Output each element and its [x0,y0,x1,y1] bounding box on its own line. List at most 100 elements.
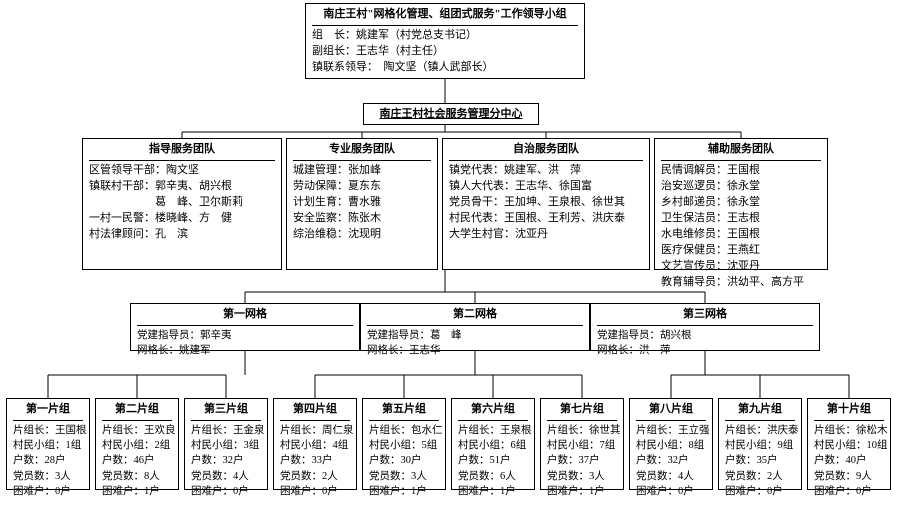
grid-row: 网格长：姚建军 [137,343,353,358]
team-row: 党员骨干：王加坤、王泉根、徐世其 [449,195,643,211]
group-title: 第三片组 [191,402,261,421]
group-row: 村民小组：5组 [369,438,439,453]
team-row: 安全监察：陈张木 [293,211,431,227]
group-title: 第十片组 [814,402,884,421]
group-box-2: 第三片组片组长：王金泉村民小组：3组户数：32户党员数：4人困难户：0户 [184,398,268,490]
group-row: 困难户：1户 [102,484,172,499]
team-title: 专业服务团队 [293,142,431,161]
team-row: 镇人大代表：王志华、徐国富 [449,179,643,195]
group-box-7: 第八片组片组长：王立强村民小组：8组户数：32户党员数：4人困难户：0户 [629,398,713,490]
group-box-3: 第四片组片组长：周仁泉村民小组：4组户数：33户党员数：2人困难户：0户 [273,398,357,490]
group-row: 片组长：徐松木 [814,423,884,438]
team-row: 镇党代表：姚建军、洪 萍 [449,163,643,179]
group-box-8: 第九片组片组长：洪庆泰村民小组：9组户数：35户党员数：2人困难户：0户 [718,398,802,490]
group-row: 村民小组：10组 [814,438,884,453]
team-row: 大学生村官：沈亚丹 [449,227,643,243]
team-row: 劳动保障：夏东东 [293,179,431,195]
group-title: 第四片组 [280,402,350,421]
group-row: 党员数：3人 [369,469,439,484]
team-row: 区管领导干部：陶文坚 [89,163,275,179]
group-row: 困难户：1户 [458,484,528,499]
group-row: 党员数：9人 [814,469,884,484]
grid-box-1: 第二网格党建指导员：葛 峰网格长：王志华 [360,303,590,351]
group-row: 困难户：1户 [547,484,617,499]
group-title: 第九片组 [725,402,795,421]
team-row: 综治维稳：沈现明 [293,227,431,243]
grid-row: 党建指导员：郭辛夷 [137,328,353,343]
team-row: 医疗保健员：王燕红 [661,243,821,259]
group-row: 片组长：徐世其 [547,423,617,438]
team-row: 镇联村干部：郭辛夷、胡兴根 [89,179,275,195]
team-title: 指导服务团队 [89,142,275,161]
group-row: 村民小组：7组 [547,438,617,453]
group-row: 村民小组：3组 [191,438,261,453]
group-title: 第八片组 [636,402,706,421]
group-box-4: 第五片组片组长：包水仁村民小组：5组户数：30户党员数：3人困难户：1户 [362,398,446,490]
grid-title: 第一网格 [137,307,353,326]
group-row: 党员数：8人 [102,469,172,484]
group-row: 片组长：王泉根 [458,423,528,438]
group-box-6: 第七片组片组长：徐世其村民小组：7组户数：37户党员数：3人困难户：1户 [540,398,624,490]
group-box-5: 第六片组片组长：王泉根村民小组：6组户数：51户党员数：6人困难户：1户 [451,398,535,490]
leadership-row: 镇联系领导： 陶文坚（镇人武部长） [312,60,578,76]
group-row: 党员数：2人 [725,469,795,484]
group-row: 片组长：洪庆泰 [725,423,795,438]
group-row: 困难户：0户 [814,484,884,499]
group-title: 第五片组 [369,402,439,421]
grid-title: 第二网格 [367,307,583,326]
team-box-3: 辅助服务团队民情调解员：王国根治安巡逻员：徐永堂乡村邮递员：徐永堂卫生保洁员：王… [654,138,828,270]
group-box-9: 第十片组片组长：徐松木村民小组：10组户数：40户党员数：9人困难户：0户 [807,398,891,490]
team-row: 教育辅导员：洪幼平、高方平 [661,275,821,291]
grid-box-0: 第一网格党建指导员：郭辛夷网格长：姚建军 [130,303,360,351]
group-row: 村民小组：2组 [102,438,172,453]
grid-row: 党建指导员：葛 峰 [367,328,583,343]
team-row: 一村一民警：楼晓峰、方 健 [89,211,275,227]
group-row: 户数：32户 [636,453,706,468]
group-row: 党员数：2人 [280,469,350,484]
group-row: 村民小组：1组 [13,438,83,453]
leadership-row: 副组长：王志华（村主任） [312,44,578,60]
group-row: 党员数：6人 [458,469,528,484]
group-title: 第一片组 [13,402,83,421]
group-row: 片组长：王立强 [636,423,706,438]
group-row: 户数：37户 [547,453,617,468]
team-row: 卫生保洁员：王志根 [661,211,821,227]
group-row: 户数：33户 [280,453,350,468]
team-row: 民情调解员：王国根 [661,163,821,179]
group-row: 村民小组：6组 [458,438,528,453]
group-row: 困难户：0户 [280,484,350,499]
group-row: 困难户：1户 [369,484,439,499]
group-row: 户数：40户 [814,453,884,468]
group-row: 困难户：0户 [725,484,795,499]
grid-row: 党建指导员：胡兴根 [597,328,813,343]
team-row: 村民代表：王国根、王利芳、洪庆泰 [449,211,643,227]
group-row: 村民小组：8组 [636,438,706,453]
group-row: 党员数：3人 [547,469,617,484]
group-row: 户数：46户 [102,453,172,468]
grid-row: 网格长：洪 萍 [597,343,813,358]
team-title: 自治服务团队 [449,142,643,161]
leadership-title: 南庄王村"网格化管理、组团式服务"工作领导小组 [312,7,578,26]
grid-title: 第三网格 [597,307,813,326]
team-row: 村法律顾问：孔 滨 [89,227,275,243]
group-title: 第七片组 [547,402,617,421]
group-box-1: 第二片组片组长：王欢良村民小组：2组户数：46户党员数：8人困难户：1户 [95,398,179,490]
team-box-0: 指导服务团队区管领导干部：陶文坚镇联村干部：郭辛夷、胡兴根 葛 峰、卫尔斯莉一村… [82,138,282,270]
team-row: 计划生育：曹水雅 [293,195,431,211]
team-row: 治安巡逻员：徐永堂 [661,179,821,195]
team-box-1: 专业服务团队城建管理：张加峰劳动保障：夏东东计划生育：曹水雅安全监察：陈张木综治… [286,138,438,270]
team-row: 乡村邮递员：徐永堂 [661,195,821,211]
group-row: 户数：32户 [191,453,261,468]
group-row: 片组长：王欢良 [102,423,172,438]
group-row: 村民小组：9组 [725,438,795,453]
group-row: 户数：51户 [458,453,528,468]
grid-box-2: 第三网格党建指导员：胡兴根网格长：洪 萍 [590,303,820,351]
team-row: 文艺宣传员：沈亚丹 [661,259,821,275]
team-row: 葛 峰、卫尔斯莉 [89,195,275,211]
group-row: 户数：30户 [369,453,439,468]
group-row: 村民小组：4组 [280,438,350,453]
team-box-2: 自治服务团队镇党代表：姚建军、洪 萍镇人大代表：王志华、徐国富党员骨干：王加坤、… [442,138,650,270]
grid-row: 网格长：王志华 [367,343,583,358]
group-row: 党员数：4人 [191,469,261,484]
leadership-box: 南庄王村"网格化管理、组团式服务"工作领导小组 组 长：姚建军（村党总支书记）副… [305,3,585,79]
